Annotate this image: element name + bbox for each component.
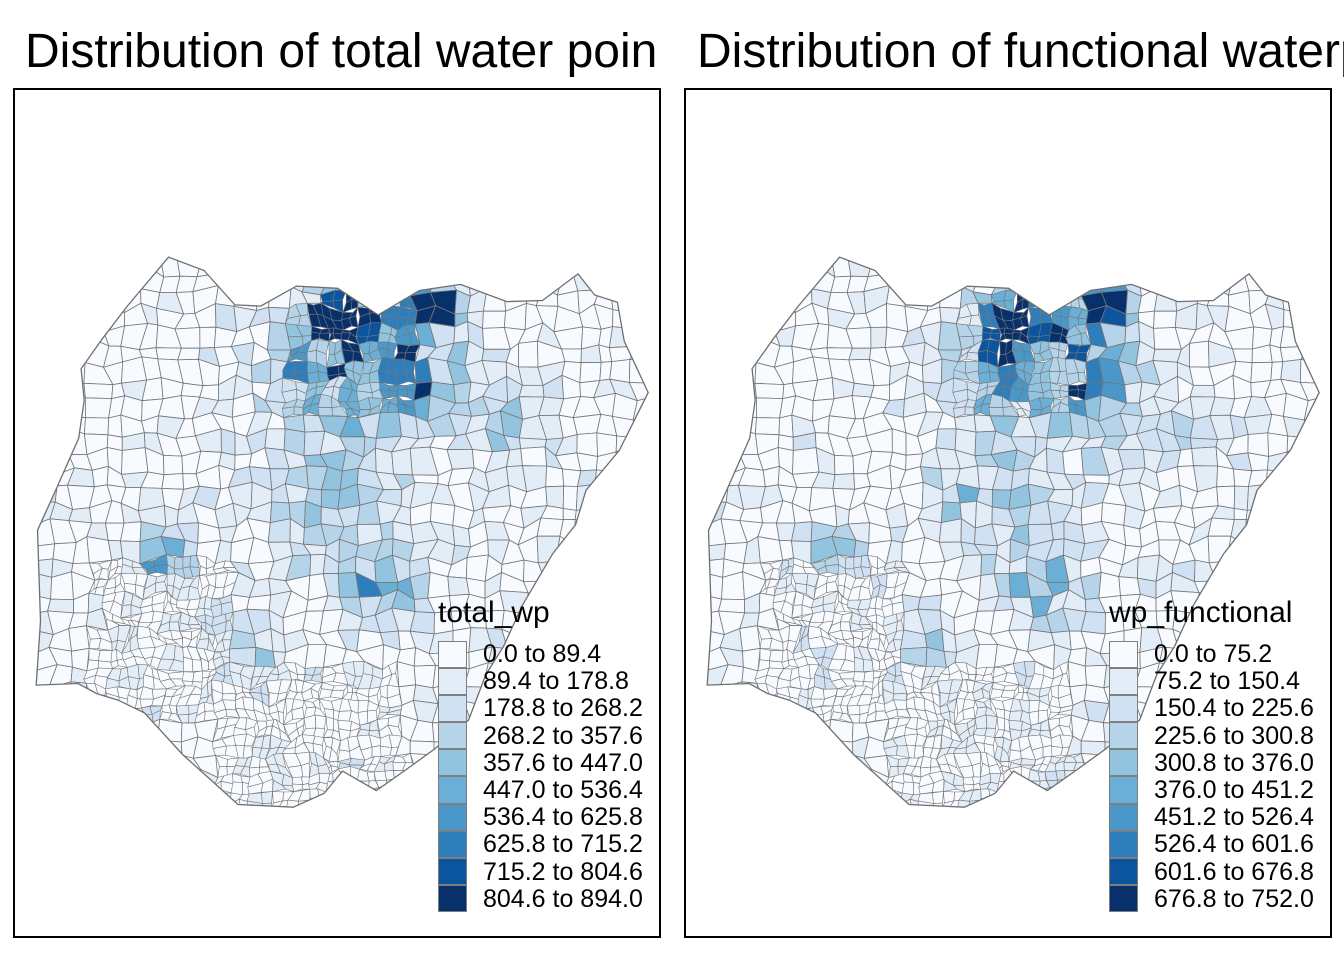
legend-row: 0.0 to 89.4 <box>438 640 656 669</box>
legend-class-label: 804.6 to 894.0 <box>483 884 643 913</box>
legend-swatch <box>1109 749 1138 777</box>
legend-class-label: 89.4 to 178.8 <box>483 667 629 696</box>
legend-swatch <box>1109 776 1138 804</box>
legend-class-label: 75.2 to 150.4 <box>1154 667 1300 696</box>
legend-row: 225.6 to 300.8 <box>1109 721 1327 750</box>
legend-swatch <box>1109 830 1138 858</box>
right-legend-title: wp_functional <box>1109 596 1293 629</box>
legend-swatch <box>438 749 467 777</box>
legend-row: 376.0 to 451.2 <box>1109 776 1327 805</box>
legend-row: 447.0 to 536.4 <box>438 776 656 805</box>
legend-swatch <box>438 776 467 804</box>
legend-row: 300.8 to 376.0 <box>1109 748 1327 777</box>
legend-row: 526.4 to 601.6 <box>1109 830 1327 859</box>
legend-swatch <box>1109 858 1138 886</box>
right-legend: wp_functional 0.0 to 75.2 75.2 to 150.4 15… <box>1109 596 1327 913</box>
legend-row: 676.8 to 752.0 <box>1109 884 1327 913</box>
legend-row: 268.2 to 357.6 <box>438 721 656 750</box>
legend-class-label: 357.6 to 447.0 <box>483 748 643 777</box>
right-map-title: Distribution of functional waterp <box>697 26 1344 78</box>
legend-class-label: 536.4 to 625.8 <box>483 803 643 832</box>
legend-swatch <box>438 694 467 723</box>
legend-swatch <box>438 640 467 668</box>
left-choropleth-map <box>35 256 649 808</box>
legend-swatch <box>438 667 467 695</box>
legend-class-label: 0.0 to 75.2 <box>1154 640 1273 669</box>
right-choropleth-map <box>706 256 1320 808</box>
legend-row: 89.4 to 178.8 <box>438 667 656 696</box>
legend-class-label: 300.8 to 376.0 <box>1154 748 1314 777</box>
legend-class-label: 376.0 to 451.2 <box>1154 776 1314 805</box>
country-outline <box>706 256 1320 808</box>
legend-class-label: 178.8 to 268.2 <box>483 694 643 723</box>
legend-row: 715.2 to 804.6 <box>438 857 656 886</box>
country-outline <box>35 256 649 808</box>
legend-row: 75.2 to 150.4 <box>1109 667 1327 696</box>
left-legend-title: total_wp <box>438 596 550 629</box>
legend-swatch <box>1109 667 1138 695</box>
legend-swatch <box>438 803 467 831</box>
legend-row: 601.6 to 676.8 <box>1109 857 1327 886</box>
legend-class-label: 268.2 to 357.6 <box>483 721 643 750</box>
legend-swatch <box>1109 885 1138 913</box>
right-map-panel: wp_functional 0.0 to 75.2 75.2 to 150.4 15… <box>684 88 1332 938</box>
legend-class-label: 447.0 to 536.4 <box>483 776 643 805</box>
legend-row: 451.2 to 526.4 <box>1109 803 1327 832</box>
legend-row: 178.8 to 268.2 <box>438 694 656 723</box>
legend-class-label: 0.0 to 89.4 <box>483 640 602 669</box>
legend-class-label: 526.4 to 601.6 <box>1154 830 1314 859</box>
legend-class-label: 715.2 to 804.6 <box>483 857 643 886</box>
legend-swatch <box>1109 640 1138 668</box>
legend-row: 804.6 to 894.0 <box>438 884 656 913</box>
left-legend: total_wp 0.0 to 89.4 89.4 to 178.8 178.8 t… <box>438 596 656 913</box>
legend-row: 150.4 to 225.6 <box>1109 694 1327 723</box>
legend-class-label: 150.4 to 225.6 <box>1154 694 1314 723</box>
left-map-title: Distribution of total water poin <box>25 26 658 78</box>
legend-class-label: 601.6 to 676.8 <box>1154 857 1314 886</box>
right-legend-rows: 0.0 to 75.2 75.2 to 150.4 150.4 to 225.6 22… <box>1109 640 1327 913</box>
legend-row: 625.8 to 715.2 <box>438 830 656 859</box>
legend-class-label: 676.8 to 752.0 <box>1154 884 1314 913</box>
left-legend-rows: 0.0 to 89.4 89.4 to 178.8 178.8 to 268.2 26… <box>438 640 656 913</box>
legend-class-label: 625.8 to 715.2 <box>483 830 643 859</box>
legend-row: 357.6 to 447.0 <box>438 748 656 777</box>
legend-swatch <box>438 858 467 886</box>
legend-swatch <box>438 830 467 858</box>
legend-swatch <box>438 722 467 750</box>
legend-class-label: 451.2 to 526.4 <box>1154 803 1314 832</box>
legend-swatch <box>1109 722 1138 750</box>
left-map-panel: total_wp 0.0 to 89.4 89.4 to 178.8 178.8 t… <box>13 88 661 938</box>
legend-row: 0.0 to 75.2 <box>1109 640 1327 669</box>
legend-swatch <box>438 885 467 913</box>
legend-class-label: 225.6 to 300.8 <box>1154 721 1314 750</box>
legend-row: 536.4 to 625.8 <box>438 803 656 832</box>
legend-swatch <box>1109 694 1138 723</box>
legend-swatch <box>1109 803 1138 831</box>
